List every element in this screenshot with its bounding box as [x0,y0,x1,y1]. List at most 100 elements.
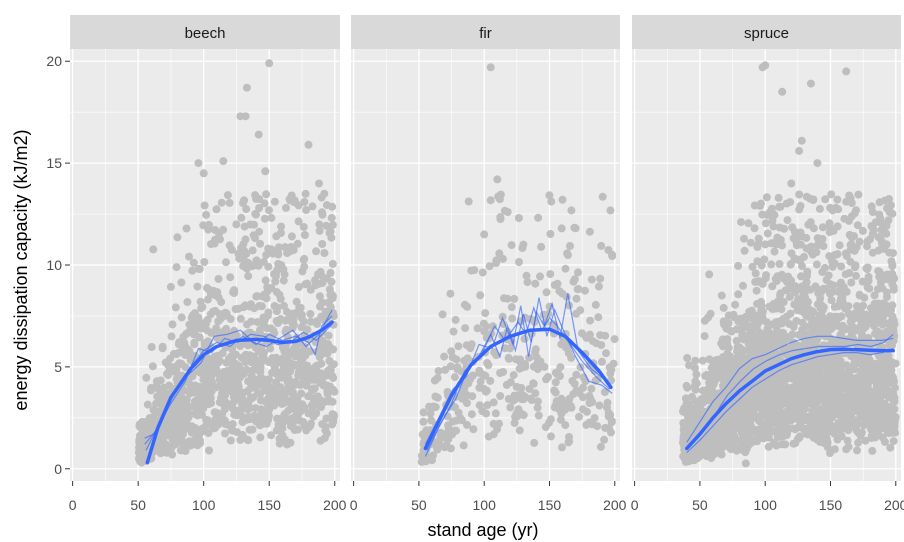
data-point [507,241,516,250]
data-point [845,367,854,376]
data-point [182,415,190,424]
data-point [691,364,699,373]
data-point [419,417,428,426]
data-point [508,314,517,323]
data-point [262,190,271,199]
data-point [137,458,146,467]
data-point [274,259,283,268]
data-point [476,377,485,386]
data-point [824,360,833,369]
data-point [510,395,519,404]
data-point [326,268,335,277]
data-point [200,258,209,266]
data-point [427,416,436,425]
data-point [754,318,763,327]
data-point [489,398,498,407]
data-point [867,202,876,211]
data-point [681,394,690,403]
data-point [225,198,234,207]
data-point-outlier [199,169,208,178]
data-point [303,279,312,288]
data-point [275,439,284,448]
data-point [886,443,895,452]
data-point [771,409,780,418]
data-point [870,291,879,300]
data-point [327,213,336,222]
data-point [868,446,877,455]
data-point [792,241,801,250]
data-point [829,381,838,390]
data-point [833,435,842,444]
data-point [324,331,333,340]
data-point [225,356,234,364]
data-point [798,283,807,292]
data-point [297,313,306,322]
data-point [769,222,778,231]
data-point [576,306,585,315]
data-point [243,387,252,396]
data-point [452,355,461,364]
data-point-outlier [797,136,806,145]
data-point [498,312,507,321]
data-point [222,309,231,318]
data-point [239,199,247,208]
data-point [692,379,701,388]
data-point [575,389,584,398]
data-point [234,361,242,370]
data-point [691,416,700,425]
data-point [481,387,490,396]
data-point [752,286,761,295]
data-point [140,419,149,428]
data-point [698,356,707,365]
data-point [750,398,759,407]
data-point [520,334,529,343]
data-point [426,409,435,418]
data-point [537,242,546,251]
data-point [515,426,524,435]
data-point [174,396,182,405]
data-point [271,277,280,286]
data-point [244,272,253,281]
data-point [596,331,605,340]
data-point [252,210,260,219]
strip-label-beech: beech [185,25,226,42]
data-point [533,397,542,406]
data-point [463,420,471,429]
data-point [495,249,504,258]
data-point [450,373,459,382]
data-point [835,241,844,250]
data-point-outlier [519,240,528,249]
data-point [305,423,313,432]
data-point [273,414,282,423]
thin-fit-line-3 [144,323,333,445]
data-point [804,220,813,229]
data-point-outlier [265,59,274,68]
data-point [258,292,267,301]
data-point [755,328,764,337]
data-point [135,431,144,440]
strip-label-fir: fir [479,25,492,42]
x-tick-label: 150 [819,497,843,513]
data-point [802,429,811,438]
data-point [478,407,487,415]
data-point [705,450,713,458]
data-point [523,278,532,287]
data-point [797,390,806,399]
data-point [276,294,285,303]
data-point [551,378,560,387]
data-point [598,357,606,366]
data-point [237,213,246,222]
data-point [256,390,265,399]
data-point [730,424,739,433]
data-point [153,446,162,455]
data-point [884,351,893,360]
data-point [473,324,482,333]
data-point [760,255,769,264]
data-point [185,252,193,261]
data-point [483,401,492,410]
thin-fit-line-1 [686,335,894,443]
data-point [137,452,146,461]
data-point [287,243,296,251]
data-point [220,405,229,414]
